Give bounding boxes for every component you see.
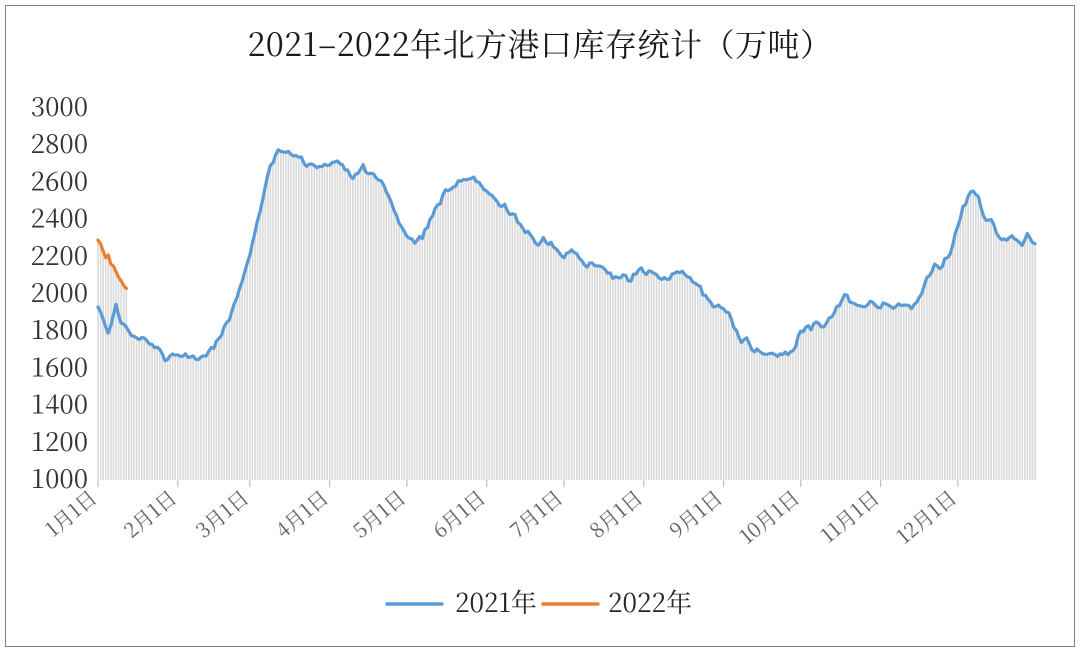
svg-text:12月1日: 12月1日 [889,482,961,549]
svg-text:3000: 3000 [31,87,88,124]
svg-text:7月1日: 7月1日 [503,482,568,543]
svg-text:2021年: 2021年 [455,583,537,620]
svg-text:4月1日: 4月1日 [269,482,334,543]
svg-text:8月1日: 8月1日 [583,482,648,543]
svg-text:2200: 2200 [31,236,88,273]
svg-text:5月1日: 5月1日 [346,482,411,543]
svg-text:2月1日: 2月1日 [117,482,182,543]
svg-text:1200: 1200 [31,422,88,459]
svg-text:2000: 2000 [31,273,88,310]
svg-text:1600: 1600 [31,347,88,384]
svg-text:3月1日: 3月1日 [189,482,254,543]
svg-text:2022年: 2022年 [608,583,692,620]
svg-text:10月1日: 10月1日 [732,482,804,549]
svg-text:2600: 2600 [31,161,88,198]
svg-text:2800: 2800 [31,124,88,161]
svg-text:11月1日: 11月1日 [813,482,884,548]
svg-text:1400: 1400 [31,385,88,422]
svg-text:2400: 2400 [31,199,88,236]
svg-text:9月1日: 9月1日 [662,482,727,543]
svg-text:6月1日: 6月1日 [425,482,490,543]
svg-text:1800: 1800 [31,310,88,347]
